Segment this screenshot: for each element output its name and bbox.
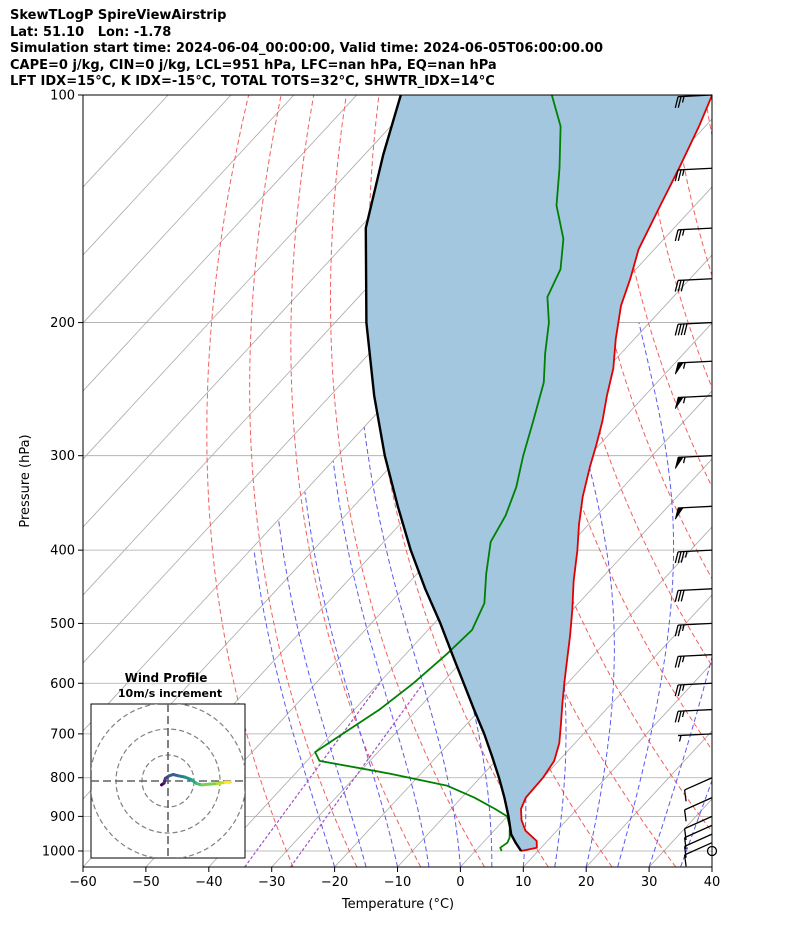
dry-adiabat-line [290, 95, 422, 867]
isotherm-line [648, 798, 712, 867]
x-axis-label: Temperature (°C) [341, 897, 454, 912]
moist-adiabat-line [648, 655, 712, 867]
mixing-ratio-line [290, 682, 424, 867]
y-tick-label: 1000 [42, 844, 75, 859]
dry-adiabat-line [330, 95, 485, 867]
x-tick-label: −40 [195, 875, 222, 890]
x-tick-label: −30 [258, 875, 285, 890]
wind-barb [674, 167, 713, 182]
moist-adiabat-line [711, 865, 712, 867]
wind-barb [683, 815, 713, 841]
x-tick-label: 30 [641, 875, 658, 890]
x-tick-label: −20 [321, 875, 348, 890]
isotherm-line [83, 95, 358, 392]
y-tick-label: 900 [50, 810, 75, 825]
isotherm-line [711, 866, 712, 867]
x-tick-label: −60 [69, 875, 96, 890]
temperature-line [520, 95, 712, 852]
chart-title-block: SkewTLogP SpireViewAirstrip Lat: 51.10 L… [10, 8, 603, 91]
isotherm-line [83, 95, 483, 528]
moist-adiabat-line [489, 322, 567, 867]
moist-adiabat-line [253, 550, 336, 867]
wind-barb [674, 455, 713, 469]
wind-barb [674, 588, 713, 602]
hodograph-title: Wind Profile [125, 671, 208, 685]
wind-barb [683, 842, 713, 867]
profile-lines [314, 95, 712, 852]
moist-adiabat-line [278, 520, 367, 867]
wind-barbs [674, 94, 718, 867]
moist-adiabat-line [555, 322, 615, 867]
y-tick-label: 800 [50, 771, 75, 786]
hodograph-inset: Wind Profile 10m/s increment [90, 671, 246, 859]
isotherm-line [334, 458, 712, 867]
moist-adiabat-line [363, 427, 461, 867]
isotherm-line [585, 730, 712, 867]
wind-barb [674, 278, 713, 292]
x-tick-label: 10 [515, 875, 532, 890]
wind-barb [674, 708, 713, 723]
wind-barb [674, 321, 713, 336]
isotherm-line [83, 95, 295, 324]
y-tick-label: 400 [50, 544, 75, 559]
cape-shading [365, 95, 712, 851]
dry-adiabat-line [737, 95, 794, 867]
wind-barb [674, 505, 713, 520]
dry-adiabat-line [573, 95, 712, 580]
moist-adiabat-line [617, 322, 675, 867]
isotherm-line [460, 594, 712, 867]
dry-adiabat-line [206, 95, 294, 867]
dewpoint-line [314, 95, 565, 852]
wind-barb [678, 733, 713, 742]
wind-barb [683, 824, 713, 850]
isotherm-line [83, 95, 232, 256]
parcel-line [364, 95, 523, 852]
mixing-ratio-line [244, 682, 381, 867]
y-tick-label: 700 [50, 727, 75, 742]
x-tick-label: −50 [132, 875, 159, 890]
dry-adiabat-line [770, 95, 794, 867]
wind-barb [674, 654, 713, 668]
y-tick-label: 200 [50, 316, 75, 331]
hodograph-plot [91, 704, 245, 858]
isotherm-line [523, 662, 712, 867]
x-tick-label: 40 [704, 875, 721, 890]
wind-barb [674, 395, 713, 409]
dry-adiabat-line [704, 95, 712, 138]
location-line: Lat: 51.10 Lon: -1.78 [10, 24, 172, 40]
wind-barb [683, 833, 713, 858]
cape-area [365, 95, 712, 851]
x-tick-label: −10 [384, 875, 411, 890]
wind-barb [674, 682, 713, 697]
isotherm-line [83, 95, 420, 460]
chart-title: SkewTLogP SpireViewAirstrip [10, 8, 227, 23]
isotherm-line [271, 390, 712, 867]
axes: −60 −50 −40 −30 −20 −10 0 10 20 30 40 100 200 300 400 5… [42, 89, 720, 891]
hodograph-subtitle: 10m/s increment [118, 687, 222, 700]
moist-adiabat-line [304, 491, 398, 867]
y-axis-label: Pressure (hPa) [18, 434, 33, 527]
wind-barb [683, 797, 713, 822]
x-tick-label: 20 [578, 875, 595, 890]
wind-barb [683, 777, 713, 802]
time-line: Simulation start time: 2024-06-04_00:00:… [10, 41, 603, 56]
y-tick-label: 100 [50, 89, 75, 104]
x-tick-label: 0 [456, 875, 464, 890]
stability-line: CAPE=0 j/kg, CIN=0 j/kg, LCL=951 hPa, LF… [10, 57, 497, 73]
index-line: LFT IDX=15°C, K IDX=-15°C, TOTAL TOTS=32… [10, 74, 495, 89]
wind-barb [674, 227, 713, 242]
y-tick-label: 300 [50, 449, 75, 464]
moist-adiabat-line [680, 779, 712, 867]
dry-adiabat-line [639, 95, 712, 389]
wind-barb [674, 622, 713, 637]
wind-barb [674, 360, 713, 375]
y-tick-label: 500 [50, 617, 75, 632]
y-tick-label: 600 [50, 677, 75, 692]
dry-adiabat-line [249, 95, 358, 867]
wind-barb [674, 549, 713, 564]
